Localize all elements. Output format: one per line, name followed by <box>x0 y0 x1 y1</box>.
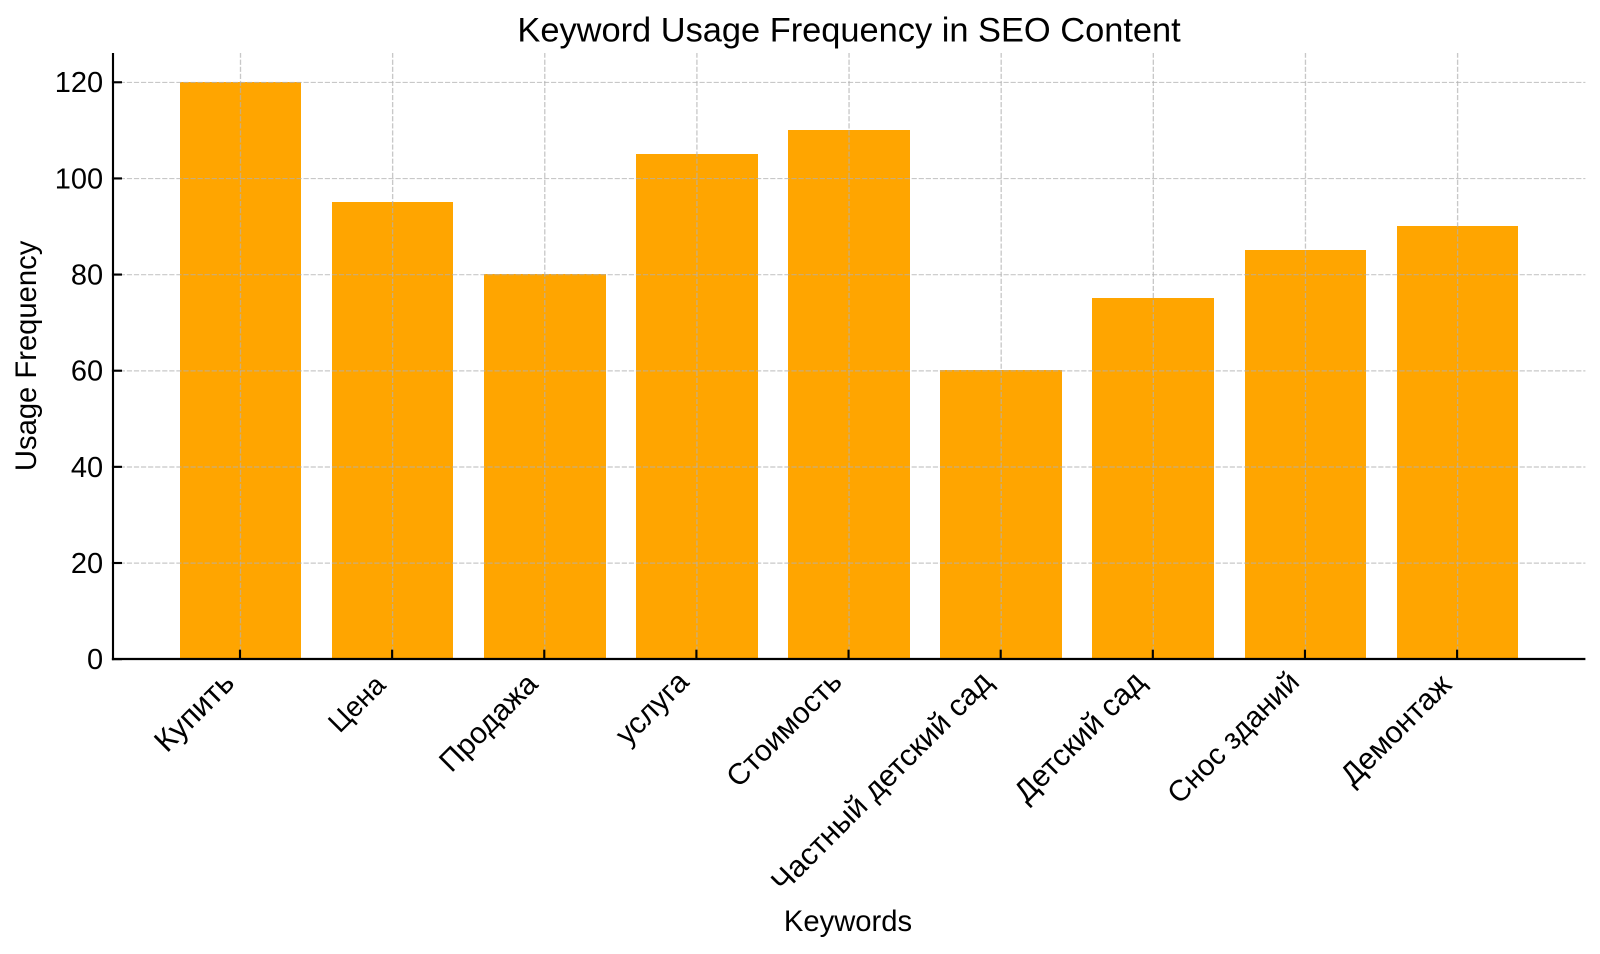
svg-text:0: 0 <box>87 644 103 676</box>
svg-text:20: 20 <box>71 548 103 580</box>
svg-text:100: 100 <box>55 163 103 195</box>
svg-text:40: 40 <box>71 452 103 484</box>
svg-text:60: 60 <box>71 356 103 388</box>
svg-text:Usage Frequency: Usage Frequency <box>11 240 43 471</box>
svg-text:Keywords: Keywords <box>784 906 912 938</box>
svg-text:Keyword Usage Frequency in SEO: Keyword Usage Frequency in SEO Content <box>517 11 1181 49</box>
svg-text:80: 80 <box>71 259 103 291</box>
svg-text:120: 120 <box>55 67 103 99</box>
